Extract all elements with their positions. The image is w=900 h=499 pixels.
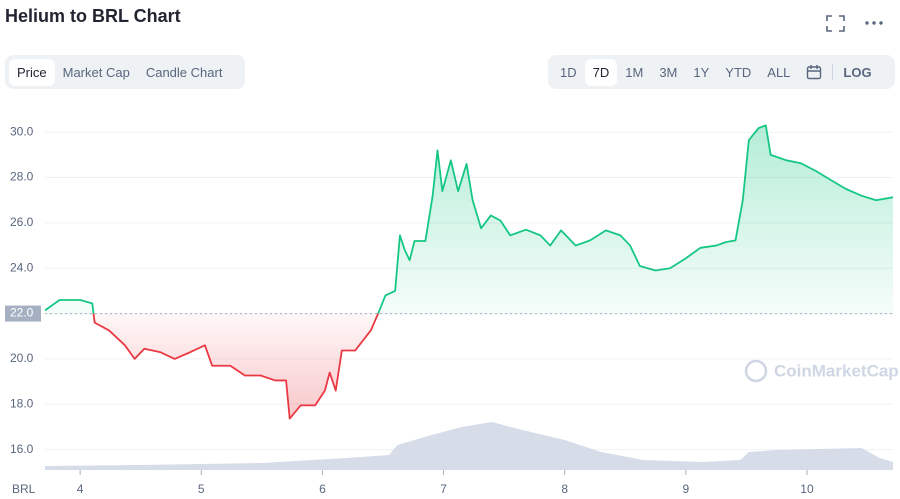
y-tick-label: 28.0	[10, 170, 34, 184]
tab-button[interactable]: Market Cap	[62, 64, 130, 80]
x-tick-label: 9	[683, 482, 690, 496]
tab-button[interactable]: Price	[9, 58, 55, 86]
y-tick-label: 20.0	[10, 351, 34, 365]
x-tick-label: 7	[440, 482, 447, 496]
y-tick-label: 30.0	[10, 124, 34, 138]
y-tick-label: 18.0	[10, 396, 34, 410]
baseline-label-box	[5, 305, 41, 322]
x-tick-label: 6	[319, 482, 326, 496]
log-button[interactable]: LOG	[843, 64, 872, 80]
watermark: CoinMarketCap	[774, 361, 899, 380]
y-tick-label: 26.0	[10, 215, 34, 229]
calendar-icon	[807, 65, 822, 80]
calendar-button[interactable]	[798, 58, 830, 86]
range-button[interactable]: ALL	[767, 64, 791, 80]
price-area	[45, 125, 893, 419]
more-icon[interactable]	[865, 21, 883, 25]
volume-area	[45, 422, 893, 470]
x-tick-label: 8	[561, 482, 568, 496]
range-button[interactable]: YTD	[725, 64, 752, 80]
y-tick-label: 22.0	[10, 306, 34, 320]
range-button[interactable]: 1M	[625, 64, 644, 80]
range-button[interactable]: 1D	[560, 64, 577, 80]
range-group: 1D 7D 1M 3M 1Y YTD ALL LOG	[548, 55, 895, 89]
y-tick-label: 24.0	[10, 260, 34, 274]
range-button[interactable]: 7D	[584, 58, 618, 86]
tab-group: Price Market Cap Candle Chart	[5, 55, 245, 89]
x-tick-label: 5	[198, 482, 205, 496]
separator	[832, 64, 834, 80]
tab-button[interactable]: Candle Chart	[145, 64, 223, 80]
x-tick-label: 4	[77, 482, 84, 496]
y-unit-label: BRL	[12, 482, 36, 496]
x-tick-label: 10	[800, 482, 814, 496]
y-tick-label: 16.0	[10, 442, 34, 456]
price-line	[44, 124, 894, 420]
fullscreen-icon[interactable]	[826, 15, 845, 32]
chart-title: Helium to BRL Chart	[5, 6, 181, 26]
range-button[interactable]: 3M	[659, 64, 678, 80]
watermark-logo	[744, 359, 768, 383]
range-button[interactable]: 1Y	[693, 64, 710, 80]
